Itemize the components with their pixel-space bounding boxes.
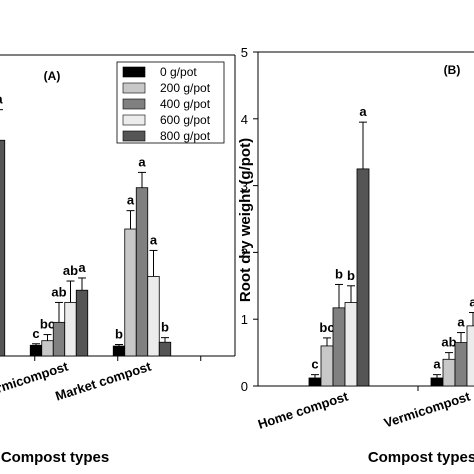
bar — [430, 377, 444, 387]
bar — [135, 187, 149, 357]
bar — [158, 341, 172, 357]
bar — [147, 276, 160, 357]
x-tick-label: Home compost — [256, 388, 351, 431]
significance-letter: a — [138, 154, 146, 169]
significance-letter: a — [433, 357, 441, 372]
figure-body: (A) Compost types (B) Compost types Root… — [0, 45, 474, 466]
significance-letter: a — [469, 295, 474, 310]
legend-swatch — [122, 66, 146, 78]
panel-a-x-label: Compost types — [1, 449, 109, 466]
panel-b-title: (B) — [444, 63, 461, 77]
bar — [0, 139, 6, 357]
significance-letter: c — [32, 326, 39, 341]
bar — [332, 307, 346, 387]
significance-letter: a — [150, 232, 158, 247]
significance-letter: b — [347, 268, 355, 283]
legend-label: 800 g/pot — [160, 129, 211, 143]
bar — [454, 342, 468, 387]
significance-letter: ab — [441, 335, 456, 350]
legend-label: 600 g/pot — [160, 113, 211, 127]
bar — [41, 340, 54, 357]
bar — [112, 345, 126, 357]
y-tick-label: 0 — [241, 379, 248, 394]
bar — [64, 302, 77, 357]
bar — [344, 302, 358, 387]
x-tick-label: Vermicompost — [382, 388, 472, 430]
legend-swatch — [122, 98, 146, 110]
bar — [308, 377, 322, 387]
bar — [320, 345, 334, 387]
bar — [29, 344, 43, 357]
x-tick-label: Market compost — [53, 358, 153, 403]
bar — [356, 168, 370, 387]
significance-letter: a — [0, 92, 3, 107]
significance-letter: a — [457, 315, 465, 330]
significance-letter: a — [359, 104, 367, 119]
y-tick-label: 4 — [241, 112, 248, 127]
legend-swatch — [122, 114, 146, 126]
significance-letter: b — [161, 320, 169, 335]
y-tick-label: 5 — [241, 45, 248, 60]
significance-letter: ab — [63, 263, 78, 278]
significance-letter: c — [311, 357, 318, 372]
legend-label: 400 g/pot — [160, 97, 211, 111]
bar — [75, 289, 89, 357]
bar — [52, 321, 66, 357]
bar — [466, 325, 474, 387]
legend-label: 0 g/pot — [160, 65, 197, 79]
bar — [124, 228, 137, 357]
panel-b-x-label: Compost types — [368, 449, 474, 466]
significance-letter: a — [78, 260, 86, 275]
y-tick-label: 3 — [241, 179, 248, 194]
significance-letter: b — [115, 327, 123, 342]
significance-letter: ab — [51, 284, 66, 299]
significance-letter: bc — [319, 320, 334, 335]
y-tick-label: 2 — [241, 245, 248, 260]
legend-swatch — [122, 130, 146, 142]
bar — [442, 358, 456, 387]
significance-letter: a — [127, 193, 135, 208]
legend-swatch — [122, 82, 146, 94]
significance-letter: bc — [40, 317, 55, 332]
legend-label: 200 g/pot — [160, 81, 211, 95]
panel-a-title: (A) — [44, 69, 61, 83]
y-tick-label: 1 — [241, 312, 248, 327]
significance-letter: b — [335, 266, 343, 281]
panel-b-y-label: Root dry weight (g/pot) — [237, 138, 254, 302]
